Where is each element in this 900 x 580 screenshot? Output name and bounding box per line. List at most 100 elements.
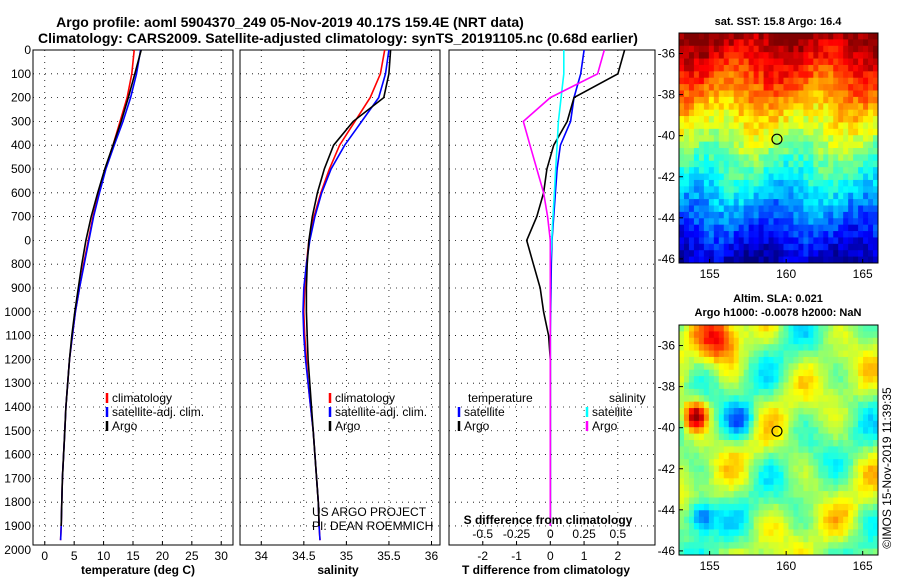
- map-cell: [693, 548, 700, 556]
- map-cell: [763, 363, 769, 371]
- map-cell: [728, 64, 735, 72]
- map-cell: [688, 39, 695, 47]
- map-cell: [753, 510, 760, 518]
- x-tick-label: 35.5: [377, 549, 401, 563]
- map-cell: [683, 71, 690, 79]
- map-cell: [873, 64, 879, 72]
- map-cell: [723, 71, 730, 79]
- map-cell: [748, 376, 755, 383]
- y-tick-label: 700: [11, 210, 31, 224]
- map-cell: [723, 401, 730, 409]
- map-cell: [748, 350, 755, 358]
- map-cell: [823, 446, 829, 454]
- map-cell: [688, 116, 695, 123]
- map-cell: [828, 388, 834, 396]
- map-cell: [773, 250, 779, 258]
- map-cell: [783, 427, 789, 435]
- map-cell: [833, 344, 839, 351]
- map-cell: [783, 90, 789, 98]
- map-cell: [848, 465, 854, 473]
- map-cell: [778, 388, 784, 396]
- map-cell: [713, 523, 720, 530]
- map-cell: [703, 331, 710, 339]
- map-cell: [848, 186, 854, 194]
- map-cell: [873, 205, 879, 213]
- map-cell: [703, 503, 710, 511]
- map-cell: [738, 471, 745, 479]
- map-cell: [793, 452, 799, 460]
- map-cell: [763, 420, 769, 428]
- map-cell: [793, 395, 799, 403]
- map-cell: [823, 427, 829, 435]
- map-cell: [748, 548, 755, 556]
- map-cell: [723, 224, 730, 232]
- map-cell: [798, 331, 804, 339]
- map-cell: [868, 516, 874, 524]
- map-cell: [838, 516, 844, 524]
- map-cell: [773, 350, 779, 358]
- map-cell: [853, 211, 859, 219]
- map-cell: [813, 459, 819, 466]
- map-cell: [733, 516, 740, 524]
- map-cell: [698, 535, 705, 543]
- map-cell: [778, 96, 784, 104]
- map-cell: [798, 103, 804, 111]
- map-cell: [818, 382, 824, 390]
- map-cell: [788, 535, 794, 543]
- map-cell: [868, 160, 874, 168]
- map-cell: [728, 237, 735, 245]
- map-cell: [838, 141, 844, 149]
- map-cell: [778, 52, 784, 59]
- map-cell: [679, 160, 685, 168]
- map-y-tick-label: -36: [658, 47, 676, 61]
- map-cell: [773, 128, 779, 136]
- map-cell: [853, 535, 859, 543]
- map-cell: [863, 96, 869, 104]
- map-cell: [813, 167, 819, 174]
- map-cell: [683, 211, 690, 219]
- map-cell: [818, 548, 824, 556]
- map-cell: [773, 192, 779, 200]
- map-cell: [833, 420, 839, 428]
- map-cell: [743, 218, 750, 226]
- map-cell: [723, 39, 730, 47]
- map-cell: [853, 84, 859, 91]
- map-cell: [793, 256, 799, 264]
- map-cell: [723, 465, 730, 473]
- map-cell: [798, 141, 804, 149]
- map-cell: [713, 39, 720, 47]
- map-cell: [743, 548, 750, 556]
- map-cell: [723, 167, 730, 174]
- map-cell: [723, 440, 730, 447]
- legend-label: Argo: [592, 419, 618, 433]
- map-cell: [738, 516, 745, 524]
- map-cell: [873, 382, 879, 390]
- map-cell: [679, 84, 685, 91]
- map-cell: [828, 154, 834, 162]
- map-cell: [828, 179, 834, 187]
- map-cell: [703, 224, 710, 232]
- map-cell: [733, 548, 740, 556]
- map-cell: [768, 369, 774, 377]
- map-cell: [863, 135, 869, 143]
- map-cell: [823, 433, 829, 441]
- map-cell: [708, 173, 715, 181]
- map-cell: [733, 401, 740, 409]
- map-cell: [768, 77, 774, 85]
- map-cell: [833, 135, 839, 143]
- map-x-tick-label: 160: [776, 267, 796, 281]
- map-cell: [698, 420, 705, 428]
- map-cell: [708, 433, 715, 441]
- map-cell: [783, 337, 789, 345]
- map-cell: [723, 408, 730, 415]
- map-cell: [798, 363, 804, 371]
- map-cell: [733, 535, 740, 543]
- map-cell: [823, 218, 829, 226]
- map-cell: [713, 331, 720, 339]
- map-cell: [768, 128, 774, 136]
- map-cell: [738, 71, 745, 79]
- map-cell: [833, 535, 839, 543]
- map-cell: [858, 64, 864, 72]
- map-cell: [828, 459, 834, 466]
- map-cell: [823, 84, 829, 91]
